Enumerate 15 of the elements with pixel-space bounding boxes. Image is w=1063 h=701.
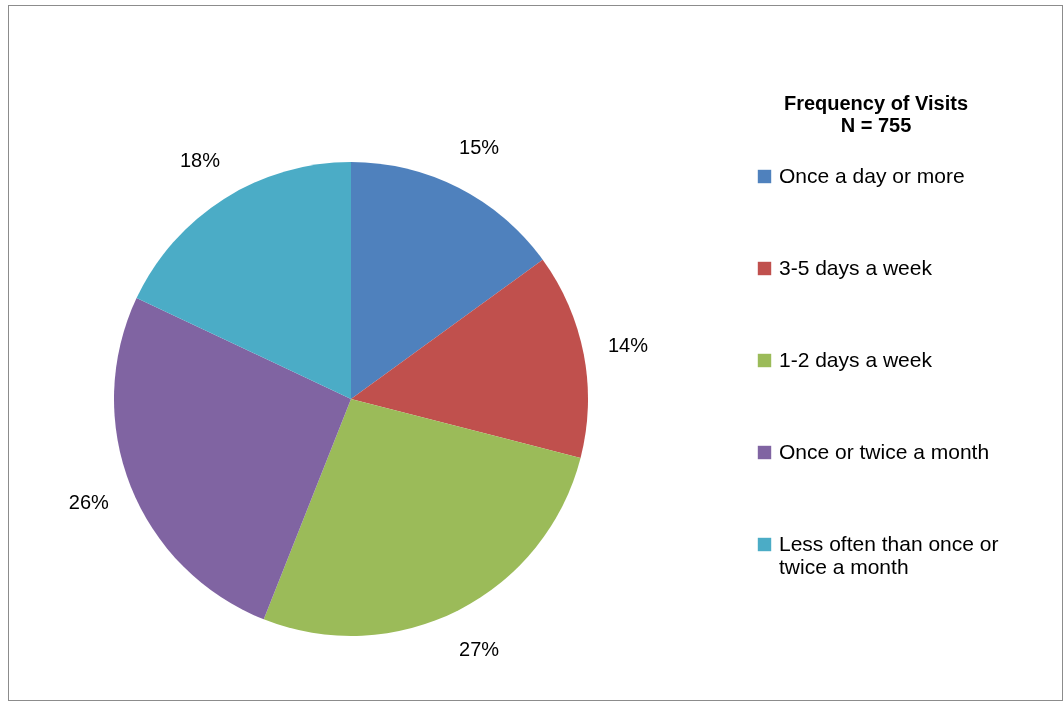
pie-slice: [114, 298, 351, 620]
legend-label: Less often than once or twice a month: [779, 531, 999, 578]
data-label: 26%: [68, 490, 110, 513]
legend-label: 3-5 days a week: [779, 255, 933, 279]
pie-slice: [263, 399, 581, 636]
legend-label: Once or twice a month: [779, 439, 990, 463]
data-label: 27%: [459, 638, 500, 661]
data-label: 15%: [459, 135, 500, 158]
pie-slice: [351, 259, 588, 458]
legend-title: Frequency of Visits N = 755: [783, 92, 969, 136]
pie-slice: [351, 162, 543, 399]
data-label: 14%: [607, 334, 649, 357]
legend-label: Once a day or more: [779, 163, 965, 187]
data-label: 18%: [179, 148, 221, 171]
legend-label: 1-2 days a week: [779, 347, 933, 371]
